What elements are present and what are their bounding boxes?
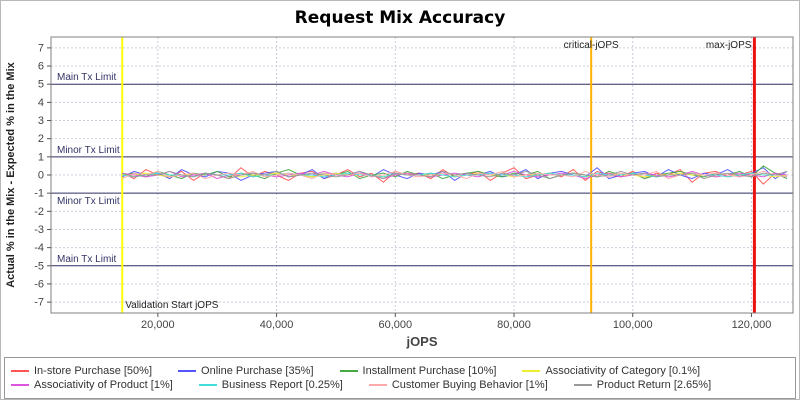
legend-item: Business Report [0.25%] [198,379,343,391]
y-tick-label: 6 [38,61,44,73]
x-tick-label: 100,000 [613,319,653,331]
legend-item: Online Purchase [35%] [178,365,314,377]
legend-item: Product Return [2.65%] [573,379,712,391]
x-tick-label: 120,000 [732,319,772,331]
legend-label: Online Purchase [35%] [201,365,314,377]
y-tick-label: -4 [34,242,44,254]
legend-swatch [11,370,29,372]
marker-line-label: max-jOPS [706,40,752,51]
legend-item: In-store Purchase [50%] [11,365,152,377]
series-line [122,170,788,180]
x-axis-label: jOPS [405,334,437,349]
legend-swatch [368,384,387,386]
legend-swatch [522,370,541,372]
legend-label: Customer Buying Behavior [1%] [391,379,548,391]
x-tick-label: 40,000 [260,319,294,331]
legend-row: In-store Purchase [50%] Online Purchase [… [9,364,791,378]
limit-line-label: Main Tx Limit [57,254,116,265]
y-tick-label: -2 [34,206,44,218]
y-tick-label: -7 [34,297,44,309]
legend-label: Installment Purchase [10%] [362,365,497,377]
legend-item: Installment Purchase [10%] [339,365,497,377]
marker-line-label: Validation Start jOPS [125,300,219,311]
x-tick-label: 20,000 [141,319,175,331]
legend-swatch [11,384,29,386]
series-line [122,170,788,180]
legend-label: Associativity of Category [0.1%] [545,365,701,377]
legend: In-store Purchase [50%] Online Purchase [… [4,357,796,399]
plot-svg: 20,000 40,000 60,000 80,000 100,000 120,000 -7… [5,36,794,349]
legend-label: In-store Purchase [50%] [34,365,153,377]
y-tick-label: -3 [34,224,44,236]
y-tick-label: -5 [34,260,44,272]
legend-label: Associativity of Product [1%] [34,379,173,391]
x-tick-label: 80,000 [497,319,531,331]
limit-line-label: Minor Tx Limit [57,196,120,207]
marker-line-label: critical-jOPS [564,40,619,51]
y-tick-label: 4 [38,97,44,109]
x-tick-label: 60,000 [378,319,412,331]
legend-swatch [339,370,358,372]
legend-label: Business Report [0.25%] [221,379,343,391]
legend-item: Associativity of Product [1%] [11,379,173,391]
limit-line-label: Main Tx Limit [57,72,116,83]
limit-line-label: Minor Tx Limit [57,145,120,156]
legend-swatch [573,384,592,386]
legend-swatch [178,370,197,372]
y-tick-label: 2 [38,133,44,145]
legend-item: Associativity of Category [0.1%] [522,365,700,377]
legend-swatch [198,384,217,386]
legend-row: Associativity of Product [1%] Business Re… [9,378,791,392]
y-tick-label: 7 [38,42,44,54]
y-tick-label: 1 [38,151,44,163]
y-tick-label: 5 [38,79,44,91]
legend-label: Product Return [2.65%] [596,379,712,391]
y-axis-label: Actual % in the Mix - Expected % in the … [5,61,17,287]
y-tick-label: 0 [38,170,44,182]
y-tick-label: -1 [34,188,44,200]
y-tick-label: 3 [38,115,44,127]
legend-item: Customer Buying Behavior [1%] [368,379,548,391]
chart-title: Request Mix Accuracy [294,8,506,28]
y-tick-label: -6 [34,278,44,290]
